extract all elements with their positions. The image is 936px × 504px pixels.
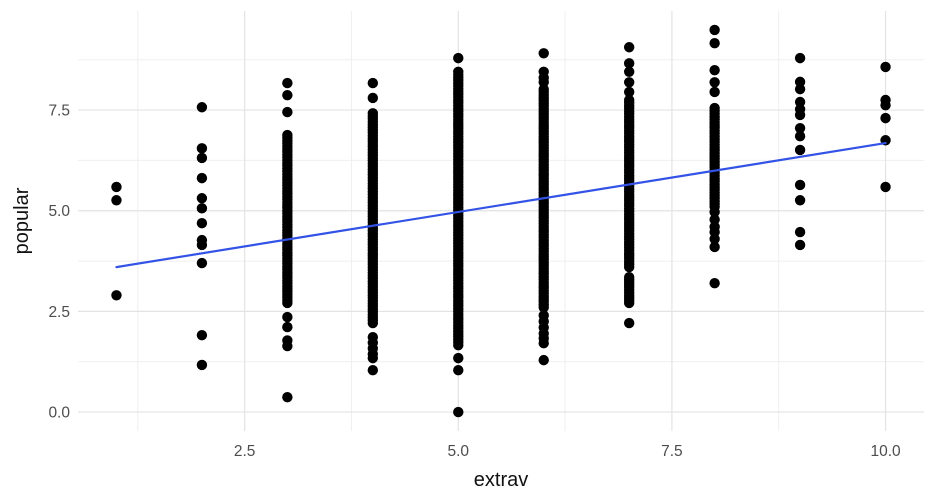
- data-point: [880, 61, 891, 73]
- data-point: [453, 352, 464, 364]
- minor-gridlines: [78, 11, 924, 431]
- y-axis-title: popular: [11, 187, 33, 254]
- data-point: [623, 42, 635, 53]
- data-point: [367, 77, 379, 89]
- data-point: [367, 352, 379, 364]
- data-point: [196, 152, 208, 164]
- data-point: [623, 94, 635, 106]
- data-point: [196, 218, 208, 229]
- data-point: [196, 193, 208, 204]
- data-point: [367, 364, 379, 376]
- data-point: [709, 241, 720, 253]
- x-tick-label: 5.0: [447, 443, 469, 460]
- y-tick-label: 5.0: [48, 203, 70, 220]
- data-point: [282, 391, 293, 403]
- trend-line: [115, 141, 887, 269]
- data-point: [709, 278, 720, 289]
- data-point: [282, 311, 293, 323]
- data-point: [794, 76, 806, 88]
- data-point: [880, 100, 891, 111]
- data-point: [623, 77, 635, 88]
- data-point: [453, 364, 464, 376]
- data-point: [709, 206, 720, 218]
- data-point: [794, 52, 806, 64]
- data-point: [367, 92, 379, 104]
- y-tick-label: 0.0: [48, 405, 70, 422]
- data-point: [538, 338, 549, 349]
- data-point: [794, 144, 806, 156]
- data-point: [709, 38, 720, 49]
- data-point: [794, 122, 806, 134]
- data-point: [709, 233, 720, 245]
- data-point: [709, 214, 720, 225]
- data-point: [623, 58, 635, 69]
- data-point: [623, 66, 635, 78]
- data-point: [709, 86, 720, 98]
- data-point: [538, 48, 549, 59]
- x-tick-label: 7.5: [661, 443, 683, 460]
- data-point: [709, 64, 720, 76]
- data-point: [453, 406, 464, 418]
- data-point: [794, 179, 806, 191]
- data-point: [453, 52, 464, 64]
- data-point: [623, 317, 635, 329]
- data-point: [538, 354, 549, 366]
- data-point: [282, 89, 293, 101]
- data-point: [538, 77, 549, 88]
- data-point: [111, 181, 122, 193]
- data-point: [196, 143, 208, 154]
- data-point: [196, 239, 208, 251]
- data-point: [196, 203, 208, 214]
- data-point: [111, 195, 122, 206]
- data-points-layer: [111, 24, 891, 418]
- data-point: [794, 239, 806, 251]
- data-point: [794, 131, 806, 142]
- data-point: [111, 290, 122, 301]
- data-point: [880, 181, 891, 193]
- data-point: [794, 226, 806, 238]
- data-point: [282, 77, 293, 89]
- y-tick-label: 2.5: [48, 304, 70, 321]
- x-tick-label: 2.5: [234, 443, 256, 460]
- data-point: [282, 106, 293, 118]
- y-tick-label: 7.5: [48, 103, 70, 120]
- data-point: [794, 83, 806, 95]
- data-point: [453, 66, 464, 78]
- data-point: [196, 359, 208, 371]
- data-point: [282, 129, 293, 141]
- trend-line-layer: [115, 141, 887, 269]
- data-point: [623, 271, 635, 283]
- data-point: [282, 321, 293, 333]
- data-point: [794, 195, 806, 206]
- data-point: [709, 77, 720, 88]
- data-point: [196, 257, 208, 269]
- data-point: [709, 24, 720, 36]
- x-tick-label: 10.0: [870, 443, 901, 460]
- data-point: [880, 112, 891, 124]
- x-axis-title: extrav: [474, 469, 528, 491]
- data-point: [367, 108, 379, 119]
- data-point: [623, 86, 635, 98]
- data-point: [794, 96, 806, 108]
- axis-tick-labels: 2.5 5.0 7.5 10.0 0.0 2.5 5.0 7.5: [48, 103, 901, 460]
- data-point: [282, 340, 293, 352]
- data-point: [196, 329, 208, 341]
- data-point: [794, 109, 806, 121]
- data-point: [196, 102, 208, 113]
- data-point: [196, 172, 208, 184]
- data-point: [709, 102, 720, 114]
